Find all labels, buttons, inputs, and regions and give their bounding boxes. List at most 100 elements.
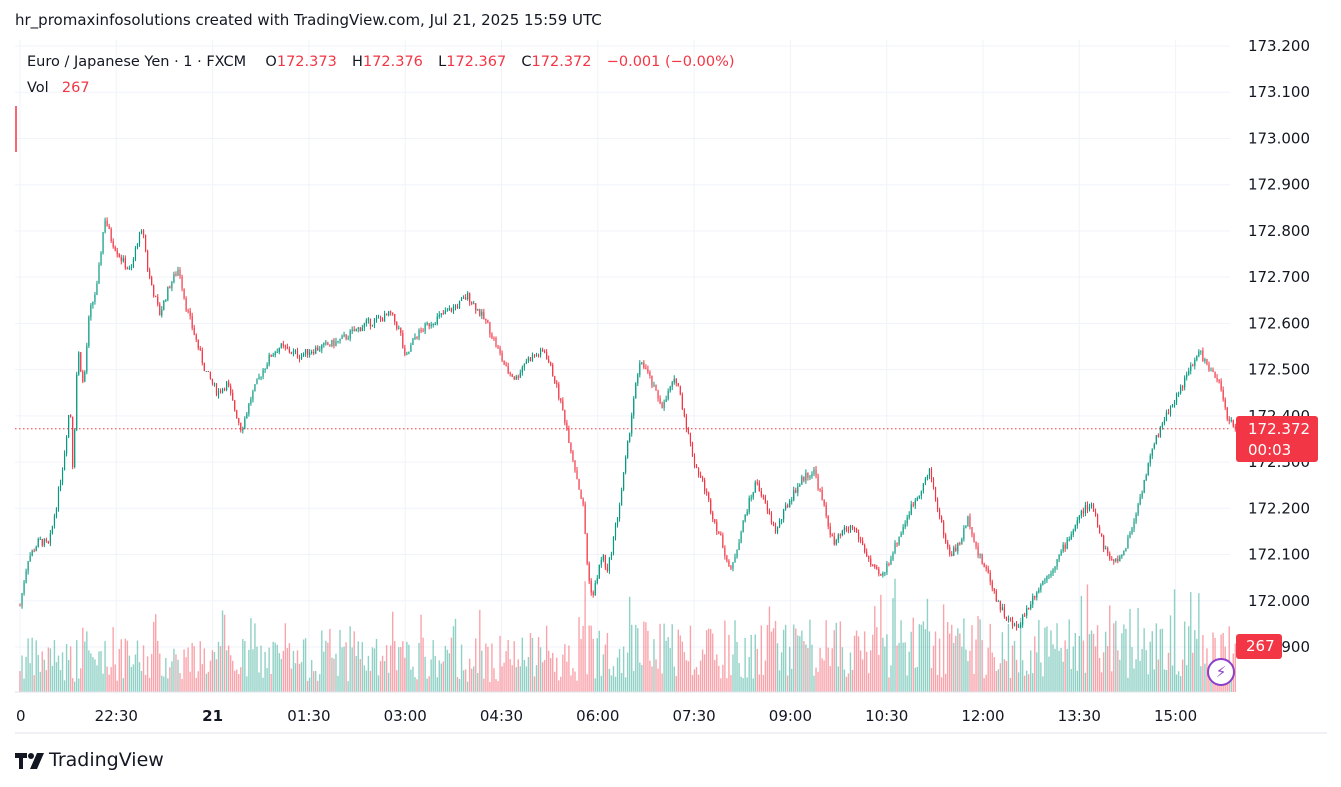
symbol-name[interactable]: Euro / Japanese Yen · 1 · FXCM: [27, 54, 247, 70]
candle-body: [774, 524, 777, 533]
volume-bar: [385, 645, 388, 692]
candle-body: [734, 557, 736, 563]
volume-bar: [329, 628, 331, 692]
candle-body: [1226, 407, 1228, 420]
volume-bar: [720, 678, 722, 692]
candle-body: [918, 495, 920, 498]
candle-body: [1048, 575, 1050, 577]
candle-body: [627, 441, 629, 458]
lightning-icon[interactable]: ⚡: [1207, 658, 1235, 686]
volume-bar: [499, 635, 501, 692]
volume-bar: [430, 659, 432, 692]
candle-body: [580, 489, 582, 499]
candle-body: [641, 362, 643, 364]
tradingview-brand[interactable]: TradingView: [15, 749, 164, 771]
candle-body: [928, 469, 931, 477]
volume-bar: [521, 637, 524, 692]
volume-bar: [1048, 656, 1050, 692]
volume-bar: [1200, 666, 1202, 692]
volume-bar: [835, 622, 837, 692]
candle-body: [108, 225, 110, 229]
volume-bar: [1163, 669, 1166, 692]
candle-body: [1121, 554, 1123, 557]
volume-bar: [552, 652, 554, 692]
candle-body: [497, 346, 499, 348]
volume-label[interactable]: Vol: [27, 80, 49, 96]
candle-body: [1155, 435, 1157, 445]
candle-body: [953, 547, 955, 556]
candle-body: [896, 542, 898, 545]
candle-body: [791, 500, 793, 502]
volume-bar: [786, 675, 789, 692]
volume-bar: [383, 661, 386, 692]
volume-bar: [594, 678, 596, 692]
candle-body: [469, 292, 471, 303]
volume-bar: [246, 676, 248, 692]
volume-bar: [361, 642, 364, 692]
last-volume-value: 267: [1246, 637, 1275, 655]
volume-bar: [669, 648, 671, 692]
volume-bar: [126, 640, 129, 692]
volume-bar: [1123, 624, 1125, 692]
volume-bar: [511, 665, 513, 692]
volume-bar: [639, 662, 641, 692]
candle-body: [639, 363, 641, 375]
candle-body: [1074, 525, 1076, 531]
volume-bar: [503, 662, 505, 692]
volume-bar: [774, 620, 777, 692]
candle-body: [157, 296, 159, 305]
candle-body: [645, 367, 647, 370]
volume-bar: [452, 626, 455, 692]
volume-bar: [1179, 676, 1182, 692]
volume-bar: [335, 653, 337, 692]
volume-bar: [1161, 628, 1164, 692]
volume-bar: [357, 641, 359, 692]
volume-bar: [1100, 672, 1103, 692]
volume-bar: [689, 625, 692, 692]
candle-body: [1092, 504, 1095, 512]
volume-bar: [294, 663, 297, 692]
candle-body: [1050, 573, 1052, 576]
volume-bar: [242, 639, 244, 692]
candle-body: [286, 347, 288, 349]
candle-body: [1101, 533, 1103, 536]
price-axis[interactable]: 173.200 173.100 173.000 172.900 172.800 172.7…: [1248, 37, 1310, 656]
candle-body: [379, 317, 382, 319]
volume-bar: [444, 645, 447, 692]
candle-body: [35, 546, 37, 552]
volume-bar: [398, 647, 400, 692]
volume-bar: [517, 659, 519, 692]
candle-body: [280, 343, 282, 348]
candle-body: [655, 384, 657, 391]
volume-bar: [1021, 660, 1024, 692]
candle-body: [975, 542, 977, 547]
candle-body: [554, 376, 556, 383]
volume-bar: [831, 648, 833, 692]
volume-bar: [795, 628, 797, 692]
low-value: 172.367: [446, 54, 507, 70]
candle-body: [716, 521, 718, 532]
candle-body: [392, 312, 394, 315]
time-axis[interactable]: 0 22:30 21 01:30 03:00 04:30 06:00 07:30 09:00 10…: [16, 707, 1197, 725]
candle-body: [92, 301, 94, 306]
candle-body: [298, 357, 301, 359]
volume-bar: [600, 675, 603, 692]
candle-body: [161, 309, 163, 316]
x-tick-label: 07:30: [672, 707, 715, 725]
candle-body: [369, 318, 372, 327]
candle-body: [1119, 556, 1121, 562]
candle-body: [766, 503, 769, 511]
candle-body: [1216, 377, 1218, 380]
volume-bar: [63, 680, 66, 692]
candle-body: [1208, 364, 1210, 371]
volume-bar: [610, 675, 613, 692]
candle-body: [981, 554, 983, 564]
volume-bar: [308, 677, 311, 692]
candle-body: [592, 592, 594, 595]
candle-body: [290, 352, 293, 354]
volume-bar: [379, 661, 382, 692]
candle-body: [414, 336, 416, 339]
volume-bar: [440, 663, 443, 692]
volume-bar: [1192, 652, 1194, 692]
